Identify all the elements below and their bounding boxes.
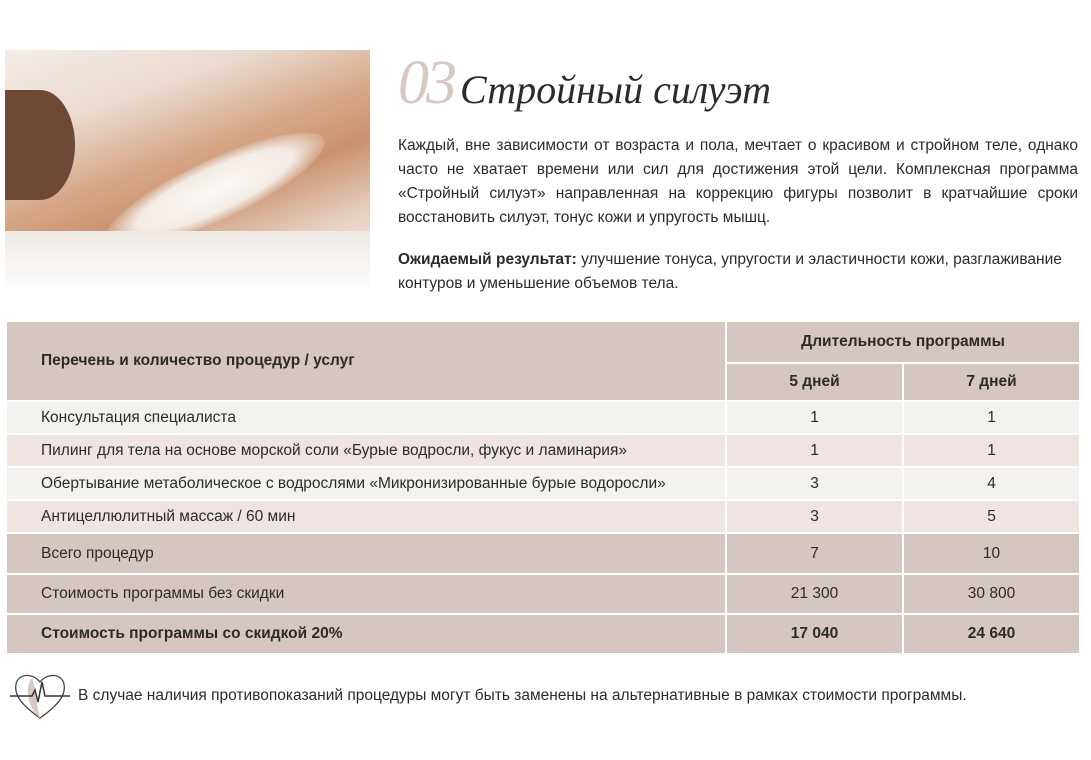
table-row: Консультация специалиста 1 1	[5, 400, 1081, 435]
row-value-7: 5	[902, 499, 1081, 534]
row-value-5: 1	[725, 433, 904, 468]
expected-result: Ожидаемый результат: улучшение тонуса, у…	[398, 248, 1078, 296]
row-name: Пилинг для тела на основе морской соли «…	[5, 433, 727, 468]
row-value-5: 1	[725, 400, 904, 435]
duration-header: Длительность программы	[725, 320, 1081, 364]
program-description: Каждый, вне зависимости от возраста и по…	[398, 137, 1078, 226]
row-value-5: 7	[725, 532, 904, 575]
result-text: улучшение тонуса, упругости и эластичнос…	[398, 251, 1062, 292]
heart-pulse-icon	[10, 674, 70, 719]
row-value-7: 4	[902, 466, 1081, 501]
row-value-5: 21 300	[725, 573, 904, 615]
row-value-7: 30 800	[902, 573, 1081, 615]
program-table: Перечень и количество процедур / услуг Д…	[5, 320, 1081, 655]
result-label: Ожидаемый результат:	[398, 251, 577, 268]
table-row: Обертывание метаболическое с водрослями …	[5, 466, 1081, 501]
row-name: Всего процедур	[5, 532, 727, 575]
table-row: Антицеллюлитный массаж / 60 мин 3 5	[5, 499, 1081, 534]
row-name: Стоимость программы без скидки	[5, 573, 727, 615]
duration-5-days: 5 дней	[725, 362, 904, 402]
services-header: Перечень и количество процедур / услуг	[5, 320, 727, 402]
row-value-7: 1	[902, 400, 1081, 435]
discount-price-row: Стоимость программы со скидкой 20% 17 040…	[5, 613, 1081, 655]
page-title: 03 Стройный силуэт	[398, 48, 771, 119]
row-name: Обертывание метаболическое с водрослями …	[5, 466, 727, 501]
row-value-5: 3	[725, 499, 904, 534]
row-value-5: 17 040	[725, 613, 904, 655]
note-text: В случае наличия противопоказаний процед…	[78, 687, 967, 704]
row-name: Стоимость программы со скидкой 20%	[5, 613, 727, 655]
table-row: Пилинг для тела на основе морской соли «…	[5, 433, 1081, 468]
row-value-5: 3	[725, 466, 904, 501]
spa-salt-scrub-photo	[5, 50, 370, 286]
total-row: Всего процедур 7 10	[5, 532, 1081, 575]
row-name: Антицеллюлитный массаж / 60 мин	[5, 499, 727, 534]
contraindication-note: В случае наличия противопоказаний процед…	[10, 668, 967, 724]
duration-7-days: 7 дней	[902, 362, 1081, 402]
row-value-7: 24 640	[902, 613, 1081, 655]
row-name: Консультация специалиста	[5, 400, 727, 435]
program-title: Стройный силуэт	[460, 67, 771, 112]
price-row: Стоимость программы без скидки 21 300 30 8…	[5, 573, 1081, 615]
row-value-7: 10	[902, 532, 1081, 575]
row-value-7: 1	[902, 433, 1081, 468]
section-number: 03	[398, 49, 457, 117]
